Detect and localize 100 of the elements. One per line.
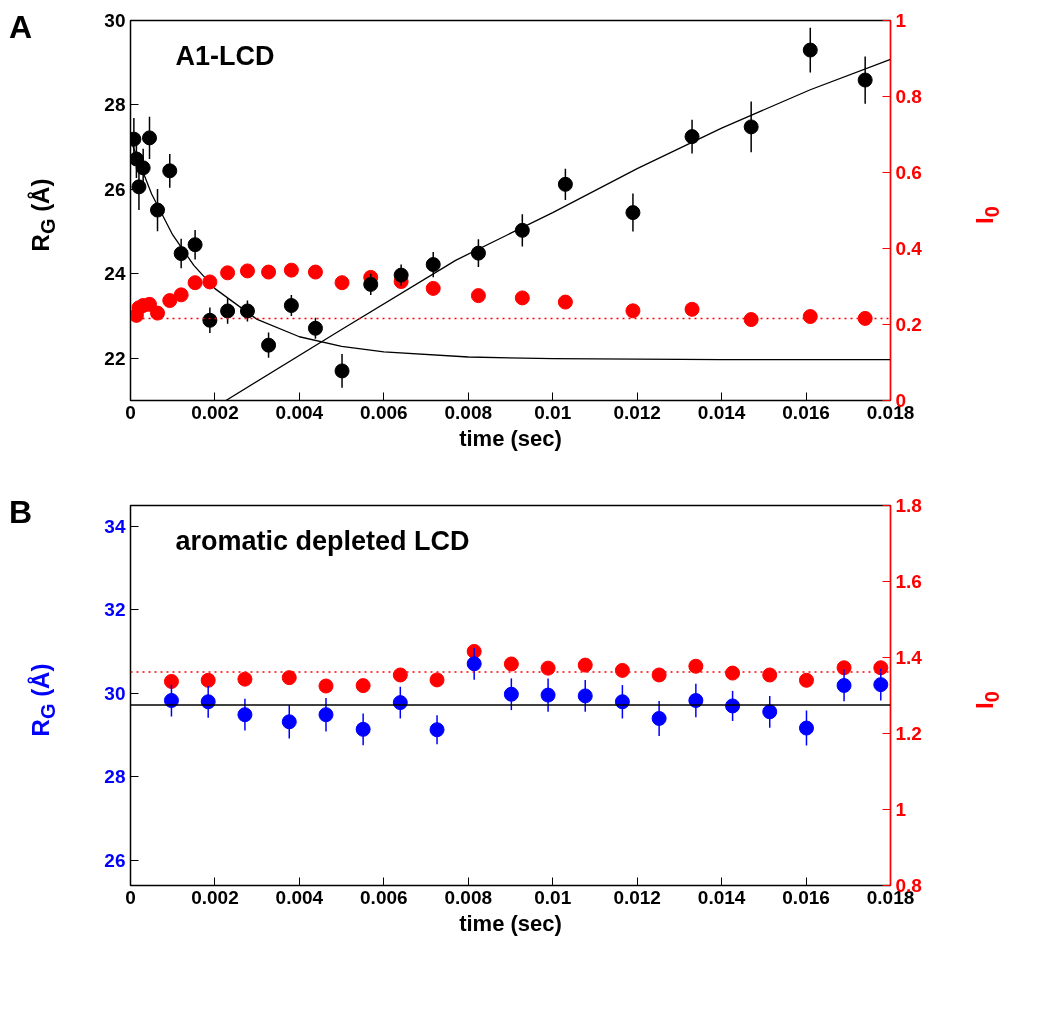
point (802, 309, 818, 325)
x-tick-label: 0.002 (191, 886, 239, 908)
y-tick-label: 22 (104, 347, 126, 369)
point (220, 303, 236, 319)
point (425, 280, 441, 296)
point (762, 667, 778, 683)
point (514, 290, 530, 306)
point (577, 688, 593, 704)
point (187, 275, 203, 291)
annotation: B (9, 493, 33, 532)
x-axis-title: time (sec) (459, 425, 562, 451)
y-tick-label: 26 (104, 849, 126, 871)
text: A1-LCD (175, 40, 275, 71)
point (429, 672, 445, 688)
x-tick-label: 0 (125, 886, 136, 908)
text: aromatic depleted LCD (175, 525, 470, 556)
y2-tick-label: 1 (895, 10, 907, 31)
point (355, 678, 371, 694)
y2-tick-label: 0.6 (895, 162, 922, 183)
point (261, 337, 277, 353)
y-tick-label: 32 (104, 599, 126, 621)
point (540, 687, 556, 703)
y-tick-label: 30 (104, 10, 126, 31)
point (466, 656, 482, 672)
y2-tick-label: 1.2 (895, 723, 922, 744)
point (857, 72, 873, 88)
y2-tick-label: 0.2 (895, 314, 922, 335)
point (237, 671, 253, 687)
point (363, 276, 379, 292)
point (651, 667, 667, 683)
point (625, 303, 641, 319)
point (202, 312, 218, 328)
point (135, 160, 151, 176)
point (173, 246, 189, 262)
x-tick-label: 0.014 (697, 401, 746, 423)
point (651, 710, 667, 726)
y2-tick-label: 1.4 (895, 647, 923, 668)
point (873, 677, 889, 693)
point (283, 298, 299, 313)
point (187, 237, 203, 253)
point (334, 275, 350, 291)
point (557, 294, 573, 310)
point (429, 722, 445, 738)
point (684, 301, 700, 317)
point (150, 305, 166, 321)
point (503, 686, 519, 702)
y-tick-label: 24 (104, 263, 126, 285)
point (762, 704, 778, 720)
point (873, 660, 889, 676)
point (614, 662, 630, 678)
annotation: A (9, 8, 33, 47)
point (237, 707, 253, 723)
point (392, 667, 408, 683)
x-tick-label: 0.006 (360, 401, 408, 423)
point (393, 267, 409, 283)
point (220, 265, 236, 281)
point (131, 179, 147, 195)
point (836, 677, 852, 693)
point (200, 672, 216, 688)
x-tick-label: 0.016 (782, 401, 830, 423)
point (743, 119, 759, 135)
point (173, 287, 189, 303)
y-tick-label: 28 (104, 766, 126, 788)
y2-tick-label: 1.6 (895, 571, 922, 592)
x-tick-label: 0.008 (444, 886, 493, 908)
x-tick-label: 0.012 (613, 886, 661, 908)
y2-tick-label: 0.8 (895, 86, 922, 107)
y2-tick-label: 1.8 (895, 495, 922, 516)
x-axis-title: time (sec) (459, 910, 562, 936)
point (355, 721, 371, 737)
point (283, 262, 299, 278)
point (307, 264, 323, 280)
point (261, 264, 277, 280)
y-tick-label: 30 (104, 682, 126, 704)
x-tick-label: 0.006 (360, 886, 408, 908)
point (163, 673, 179, 689)
point (162, 293, 178, 309)
x-tick-label: 0.014 (697, 886, 746, 908)
point (281, 670, 297, 686)
point (743, 312, 759, 328)
point (162, 163, 178, 179)
point (577, 657, 593, 673)
point (857, 310, 873, 326)
point (239, 263, 255, 279)
point (688, 658, 704, 674)
point (798, 672, 814, 688)
x-tick-label: 0.004 (275, 886, 324, 908)
point (281, 714, 297, 730)
point (425, 257, 441, 273)
point (625, 205, 641, 221)
point (684, 129, 700, 145)
point (239, 303, 255, 319)
y2-tick-label: 1 (895, 799, 907, 820)
point (503, 656, 519, 672)
y2-tick-label: 0.4 (895, 238, 923, 259)
point (557, 176, 573, 192)
x-tick-label: 0.002 (191, 401, 239, 423)
point (150, 202, 166, 218)
x-tick-label: 0.004 (275, 401, 324, 423)
x-tick-label: 0.016 (782, 886, 830, 908)
